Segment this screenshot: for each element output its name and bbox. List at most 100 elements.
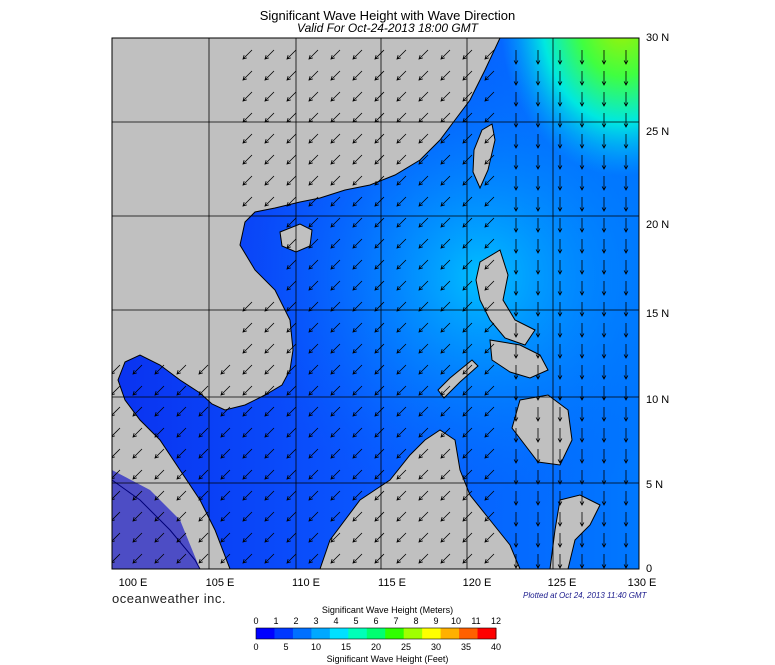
wave-direction-arrow bbox=[154, 490, 165, 501]
wave-direction-arrow bbox=[535, 449, 541, 464]
wave-direction-arrow bbox=[579, 470, 585, 485]
wave-direction-arrow bbox=[330, 133, 341, 144]
wave-direction-arrow bbox=[132, 511, 143, 522]
wave-direction-arrow bbox=[396, 133, 407, 144]
wave-direction-arrow bbox=[286, 175, 297, 186]
wave-direction-arrow bbox=[198, 448, 209, 459]
wave-direction-arrow bbox=[330, 448, 341, 459]
wave-direction-arrow bbox=[535, 92, 541, 107]
wave-direction-arrow bbox=[440, 175, 451, 186]
wave-direction-arrow bbox=[352, 364, 363, 375]
wave-direction-arrow bbox=[513, 176, 519, 191]
wave-direction-arrow bbox=[623, 239, 629, 254]
wave-direction-arrow bbox=[623, 197, 629, 212]
wave-direction-arrow bbox=[440, 238, 451, 249]
wave-direction-arrow bbox=[330, 511, 341, 522]
wave-direction-arrow bbox=[535, 239, 541, 254]
wave-direction-arrow bbox=[462, 91, 473, 102]
wave-direction-arrow bbox=[462, 553, 473, 564]
wave-direction-arrow bbox=[462, 427, 473, 438]
wave-direction-arrow bbox=[198, 553, 209, 564]
wave-direction-arrow bbox=[330, 553, 341, 564]
wave-direction-arrow bbox=[264, 511, 275, 522]
wave-direction-arrow bbox=[264, 469, 275, 480]
wave-direction-arrow bbox=[440, 532, 451, 543]
wave-direction-arrow bbox=[513, 155, 519, 170]
wave-direction-arrow bbox=[352, 154, 363, 165]
wave-direction-arrow bbox=[440, 469, 451, 480]
wave-direction-arrow bbox=[579, 323, 585, 338]
wave-direction-arrow bbox=[601, 176, 607, 191]
wave-direction-arrow bbox=[396, 196, 407, 207]
colorbar-swatch bbox=[477, 628, 497, 639]
wave-direction-arrow bbox=[462, 322, 473, 333]
wave-direction-arrow bbox=[176, 427, 187, 438]
wave-direction-arrow bbox=[557, 197, 563, 212]
wave-direction-arrow bbox=[242, 301, 253, 312]
wave-direction-arrow bbox=[535, 260, 541, 275]
wave-direction-arrow bbox=[330, 364, 341, 375]
wave-direction-arrow bbox=[579, 428, 585, 443]
wave-direction-arrow bbox=[352, 343, 363, 354]
wave-direction-arrow bbox=[352, 133, 363, 144]
wave-direction-arrow bbox=[535, 218, 541, 233]
wave-direction-arrow bbox=[264, 553, 275, 564]
wave-direction-arrow bbox=[352, 301, 363, 312]
wave-direction-arrow bbox=[396, 217, 407, 228]
wave-direction-arrow bbox=[286, 133, 297, 144]
wave-direction-arrow bbox=[286, 112, 297, 123]
wave-direction-arrow bbox=[242, 322, 253, 333]
taiwan-island bbox=[472, 123, 496, 190]
wave-direction-arrow bbox=[557, 134, 563, 149]
wave-direction-arrow bbox=[579, 239, 585, 254]
wave-direction-arrow bbox=[154, 469, 165, 480]
wave-direction-arrow bbox=[513, 197, 519, 212]
wave-direction-arrow bbox=[286, 301, 297, 312]
wave-direction-arrow bbox=[242, 385, 253, 396]
wave-direction-arrow bbox=[176, 406, 187, 417]
wave-direction-arrow bbox=[601, 281, 607, 296]
wave-direction-arrow bbox=[286, 469, 297, 480]
wave-direction-arrow bbox=[513, 386, 519, 401]
wave-direction-arrow bbox=[513, 533, 519, 548]
wave-direction-arrow bbox=[579, 197, 585, 212]
wave-direction-arrow bbox=[579, 554, 585, 569]
wave-direction-arrow bbox=[374, 280, 385, 291]
wave-direction-arrow bbox=[242, 448, 253, 459]
wave-direction-arrow bbox=[132, 406, 143, 417]
wave-direction-arrow bbox=[462, 364, 473, 375]
wave-direction-arrow bbox=[176, 490, 187, 501]
colorbar-feet-tick: 5 bbox=[283, 642, 289, 652]
wave-direction-arrow bbox=[601, 239, 607, 254]
wave-direction-arrow bbox=[462, 301, 473, 312]
wave-direction-arrow bbox=[513, 407, 519, 422]
wave-direction-arrow bbox=[352, 280, 363, 291]
wave-direction-arrow bbox=[396, 70, 407, 81]
wave-direction-arrow bbox=[484, 70, 495, 81]
wave-direction-arrow bbox=[176, 553, 187, 564]
wave-direction-arrow bbox=[535, 512, 541, 527]
wave-direction-arrow bbox=[264, 70, 275, 81]
wave-direction-arrow bbox=[330, 217, 341, 228]
wave-direction-arrow bbox=[601, 197, 607, 212]
wave-direction-arrow bbox=[418, 133, 429, 144]
wave-direction-arrow bbox=[462, 238, 473, 249]
wave-direction-arrow bbox=[601, 344, 607, 359]
wave-direction-arrow bbox=[484, 427, 495, 438]
wave-direction-arrow bbox=[352, 448, 363, 459]
wave-direction-arrow bbox=[601, 260, 607, 275]
wave-direction-arrow bbox=[330, 175, 341, 186]
colorbar-feet-tick: 25 bbox=[400, 642, 411, 652]
wave-direction-arrow bbox=[484, 301, 495, 312]
colorbar-feet-title: Significant Wave Height (Feet) bbox=[326, 654, 449, 664]
wave-direction-arrow bbox=[242, 49, 253, 60]
wave-direction-arrow bbox=[579, 155, 585, 170]
colorbar-meter-tick: 7 bbox=[393, 616, 399, 626]
wave-direction-arrow bbox=[579, 50, 585, 65]
wave-direction-arrow bbox=[557, 554, 563, 569]
wave-direction-arrow bbox=[440, 553, 451, 564]
wave-direction-arrow bbox=[176, 532, 187, 543]
colorbar-swatch bbox=[403, 628, 423, 639]
wave-direction-arrow bbox=[462, 217, 473, 228]
colorbar-meter-tick: 5 bbox=[353, 616, 359, 626]
